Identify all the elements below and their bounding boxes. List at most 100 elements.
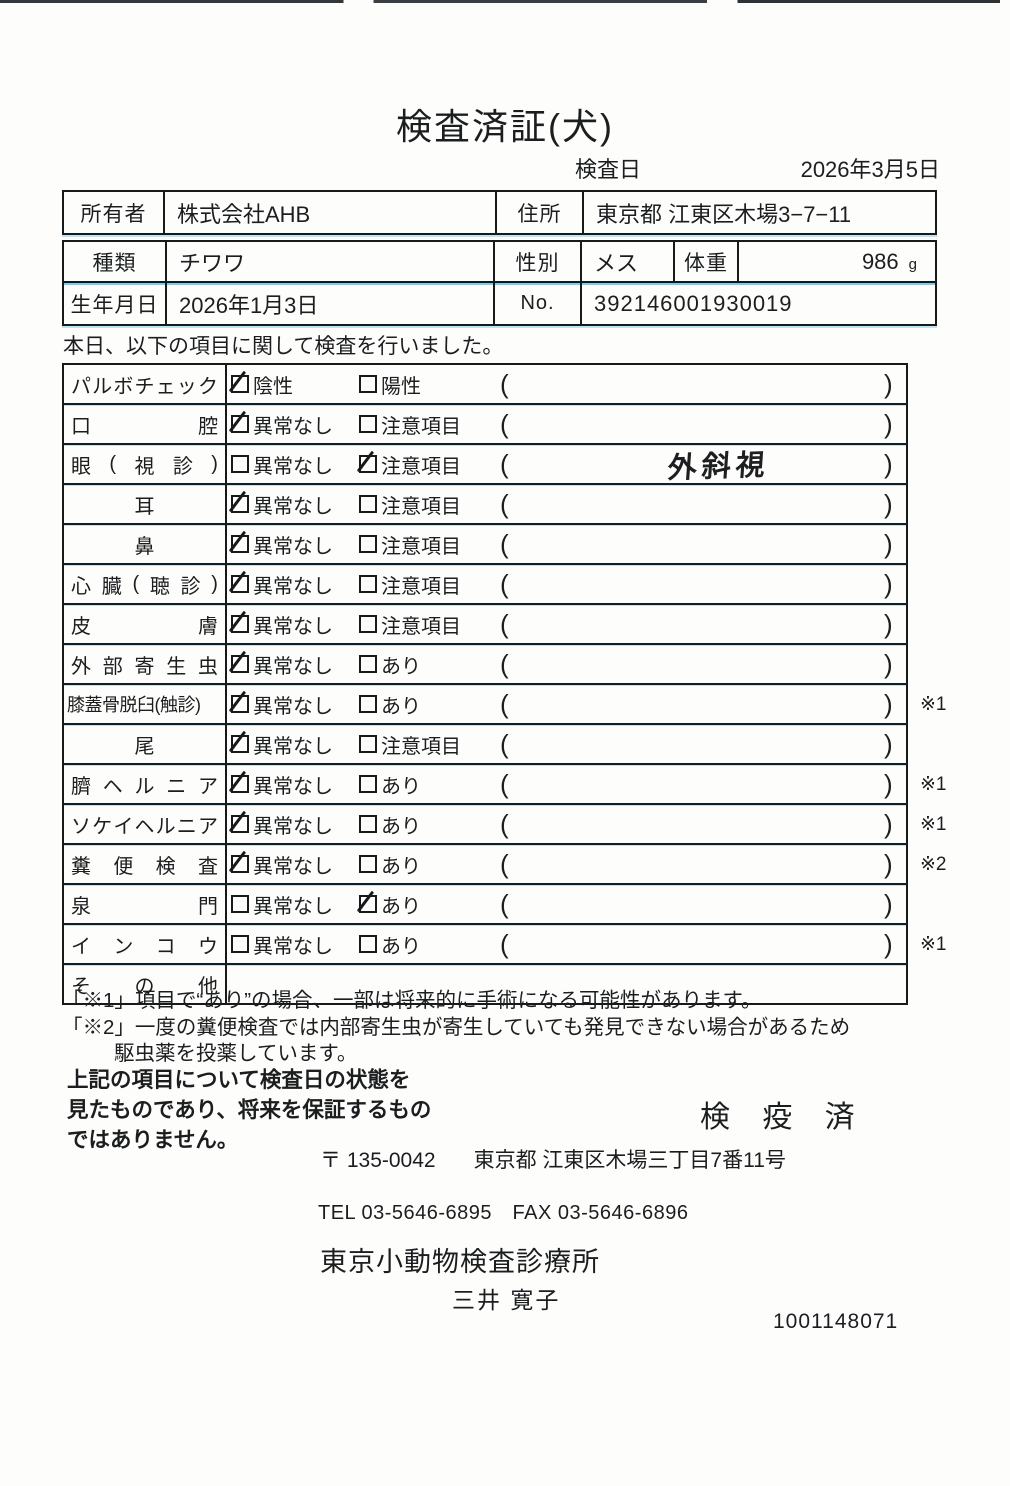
paren-close: ) — [884, 488, 893, 519]
table-row: その他 — [64, 965, 906, 1003]
inspection-date-label: 検査日 — [575, 157, 642, 182]
table-row: 眼(視診) 異常なし 注意項目 ( 外斜視 ) — [64, 445, 906, 485]
table-row: 泉門 異常なし あり ( ) — [64, 885, 906, 925]
item-label: 耳 — [64, 485, 227, 523]
paren-open: ( — [500, 728, 509, 759]
paren-open: ( — [500, 688, 509, 719]
item-label: 口腔 — [64, 405, 227, 443]
table-row: 口腔 異常なし 注意項目 ( ) — [64, 405, 906, 445]
paren-open: ( — [500, 608, 509, 639]
checkbox-icon — [231, 815, 249, 833]
option-2: あり — [359, 885, 421, 923]
table-row: ソケイヘルニア 異常なし あり ( ) ※1 — [64, 805, 947, 845]
option-2: あり — [359, 765, 421, 803]
owner-label: 所有者 — [64, 192, 165, 233]
paren-close: ) — [884, 648, 893, 679]
item-label: パルボチェック — [64, 365, 227, 403]
checkbox-icon — [231, 775, 249, 793]
checkbox-icon — [359, 575, 377, 593]
item-label: その他 — [64, 965, 227, 1003]
table-row: パルボチェック 陰性 陽性 ( ) — [64, 365, 906, 405]
footnote-marker: ※1 — [920, 933, 947, 955]
checkbox-icon — [231, 575, 249, 593]
option-1-label: 異常なし — [253, 895, 333, 918]
address-label: 住所 — [497, 192, 584, 233]
weight-unit: g — [908, 256, 917, 273]
option-2-label: 注意項目 — [381, 495, 461, 518]
tel-fax-line: TEL 03-5646-6895 FAX 03-5646-6896 — [318, 1202, 689, 1224]
option-2: 注意項目 — [359, 405, 461, 443]
breed-value: チワワ — [167, 242, 495, 281]
checkbox-icon — [231, 855, 249, 873]
owner-value: 株式会社AHB — [165, 192, 497, 233]
checkbox-icon — [231, 895, 249, 913]
option-2: 注意項目 — [359, 485, 461, 523]
option-2: 陽性 — [359, 365, 421, 403]
checkbox-icon — [231, 655, 249, 673]
footnote-2: 「※2」一度の糞便検査では内部寄生虫が寄生していても発見できない場合があるため — [62, 1016, 851, 1039]
paren-open: ( — [500, 888, 509, 919]
option-1: 異常なし — [231, 525, 333, 563]
item-label: 尾 — [64, 725, 227, 763]
checkbox-icon — [231, 695, 249, 713]
paren-close: ) — [884, 528, 893, 559]
option-2-label: 注意項目 — [381, 455, 461, 478]
item-label: 皮膚 — [64, 605, 227, 643]
footnote-1: 「※1」項目で“あり”の場合、一部は将来的に手術になる可能性があります。 — [62, 989, 762, 1012]
option-2: 注意項目 — [359, 525, 461, 563]
table-row: 膝蓋骨脱臼(触診) 異常なし あり ( ) ※1 — [64, 685, 947, 725]
clinic-address: 東京都 江東区木場三丁目7番11号 — [473, 1149, 786, 1172]
option-2-label: あり — [381, 895, 421, 918]
disclaimer-line: ではありません。 — [67, 1128, 239, 1152]
option-1-label: 異常なし — [253, 495, 333, 518]
checkbox-icon — [359, 695, 377, 713]
table-row: 心臓(聴診) 異常なし 注意項目 ( ) — [64, 565, 906, 605]
table-row: 外部寄生虫 異常なし あり ( ) — [64, 645, 906, 685]
animal-table: 種類 チワワ 性別 メス 体重 986 g 生年月日 2026年1月3日 No.… — [62, 240, 937, 326]
inspection-table: パルボチェック 陰性 陽性 ( ) 口腔 異常なし 注意項目 ( — [62, 363, 947, 1005]
paren-close: ) — [884, 608, 893, 639]
item-label: 糞便検査 — [64, 845, 227, 883]
checkbox-icon — [359, 495, 377, 513]
paren-open: ( — [500, 408, 509, 439]
checkbox-icon — [359, 655, 377, 673]
checkbox-icon — [359, 935, 377, 953]
serial-number: 1001148071 — [773, 1310, 899, 1333]
option-2-label: 注意項目 — [381, 735, 461, 758]
option-2-label: あり — [381, 935, 421, 958]
option-1-label: 異常なし — [253, 815, 333, 838]
option-1-label: 異常なし — [253, 535, 333, 558]
table-row: インコウ 異常なし あり ( ) ※1 — [64, 925, 947, 965]
option-2: あり — [359, 805, 421, 843]
weight-value: 986 g — [739, 242, 935, 281]
handwritten-note: 外斜視 — [666, 449, 771, 485]
option-2-label: あり — [381, 655, 421, 678]
option-1-label: 異常なし — [253, 695, 333, 718]
option-1-label: 異常なし — [253, 415, 333, 438]
paren-close: ) — [884, 808, 893, 839]
option-1: 異常なし — [231, 565, 333, 603]
checkbox-icon — [231, 615, 249, 633]
quarantine-stamp: 検 疫 済 — [700, 1101, 867, 1134]
option-1: 異常なし — [231, 685, 333, 723]
option-1-label: 異常なし — [253, 655, 333, 678]
option-2: あり — [359, 645, 421, 683]
paren-close: ) — [884, 568, 893, 599]
option-2: 注意項目 — [359, 565, 461, 603]
option-2-label: 注意項目 — [381, 615, 461, 638]
option-2: 注意項目 — [359, 445, 461, 483]
paren-close: ) — [884, 728, 893, 759]
paren-open: ( — [500, 448, 509, 479]
option-1: 陰性 — [231, 365, 293, 403]
table-row: 尾 異常なし 注意項目 ( ) — [64, 725, 906, 765]
checkbox-icon — [231, 495, 249, 513]
option-2: 注意項目 — [359, 605, 461, 643]
option-2-label: 注意項目 — [381, 575, 461, 598]
option-1: 異常なし — [231, 445, 333, 483]
option-1: 異常なし — [231, 725, 333, 763]
table-row: 鼻 異常なし 注意項目 ( ) — [64, 525, 906, 565]
option-1-label: 異常なし — [253, 575, 333, 598]
address-value: 東京都 江東区木場3−7−11 — [596, 201, 852, 227]
option-1: 異常なし — [231, 925, 333, 963]
